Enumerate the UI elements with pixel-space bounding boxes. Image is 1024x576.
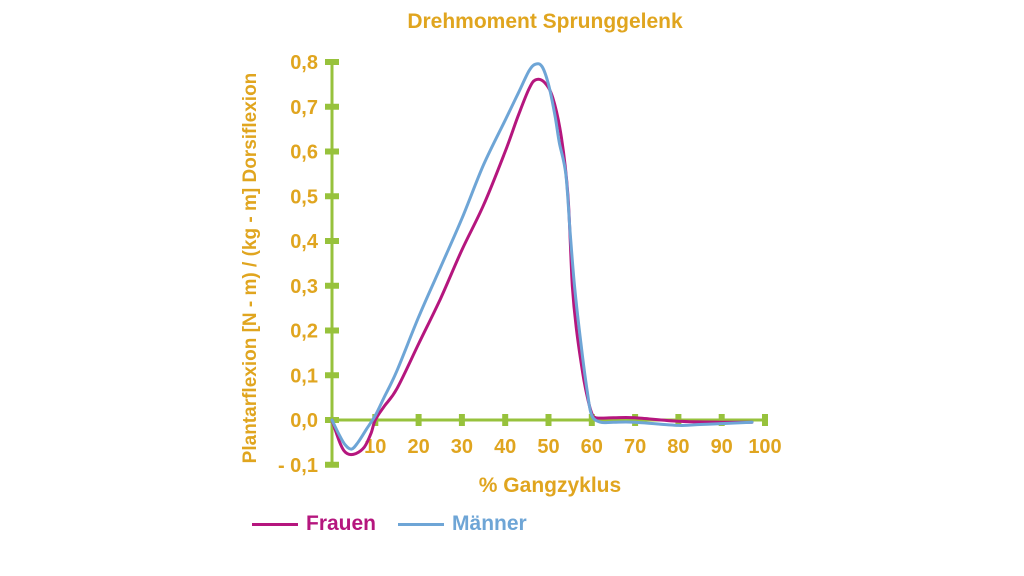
legend-label-frauen: Frauen [306, 512, 377, 535]
legend-label-maenner: Männer [452, 512, 527, 535]
x-tick-label: 60 [581, 436, 603, 458]
x-tick-label: 10 [364, 436, 386, 458]
y-axis-label: Plantarflexion [N - m) / (kg - m] Dorsif… [240, 73, 261, 464]
x-axis-label: % Gangzyklus [479, 474, 621, 497]
x-tick-label: 40 [494, 436, 516, 458]
series-line-frauen [330, 77, 754, 457]
y-tick-label: 0,7 [290, 97, 318, 119]
series-line-maenner [330, 62, 754, 451]
y-tick-label: 0,8 [290, 52, 318, 74]
y-tick-label: 0,4 [290, 231, 319, 253]
x-tick-label: 80 [667, 436, 689, 458]
y-tick-label: - 0,1 [278, 455, 318, 477]
legend-item-frauen: Frauen [252, 512, 376, 536]
x-tick-label: 50 [537, 436, 559, 458]
legend-item-maenner: Männer [398, 512, 527, 536]
y-tick-label: 0,1 [290, 365, 318, 387]
x-tick-label: 70 [624, 436, 646, 458]
y-tick-label: 0,3 [290, 276, 318, 298]
legend-swatch-frauen [252, 522, 298, 526]
y-tick-label: 0,6 [290, 142, 318, 164]
y-tick-label: 0,5 [290, 186, 318, 208]
y-tick-label: 0,0 [290, 410, 318, 432]
x-tick-label: 30 [451, 436, 473, 458]
x-tick-label: 90 [711, 436, 733, 458]
x-tick-label: 20 [407, 436, 429, 458]
legend-swatch-maenner [398, 522, 445, 526]
y-tick-label: 0,2 [290, 321, 318, 343]
legend: Frauen Männer [252, 512, 527, 536]
chart-title: Drehmoment Sprunggelenk [407, 10, 683, 33]
x-tick-label: 100 [748, 436, 781, 458]
